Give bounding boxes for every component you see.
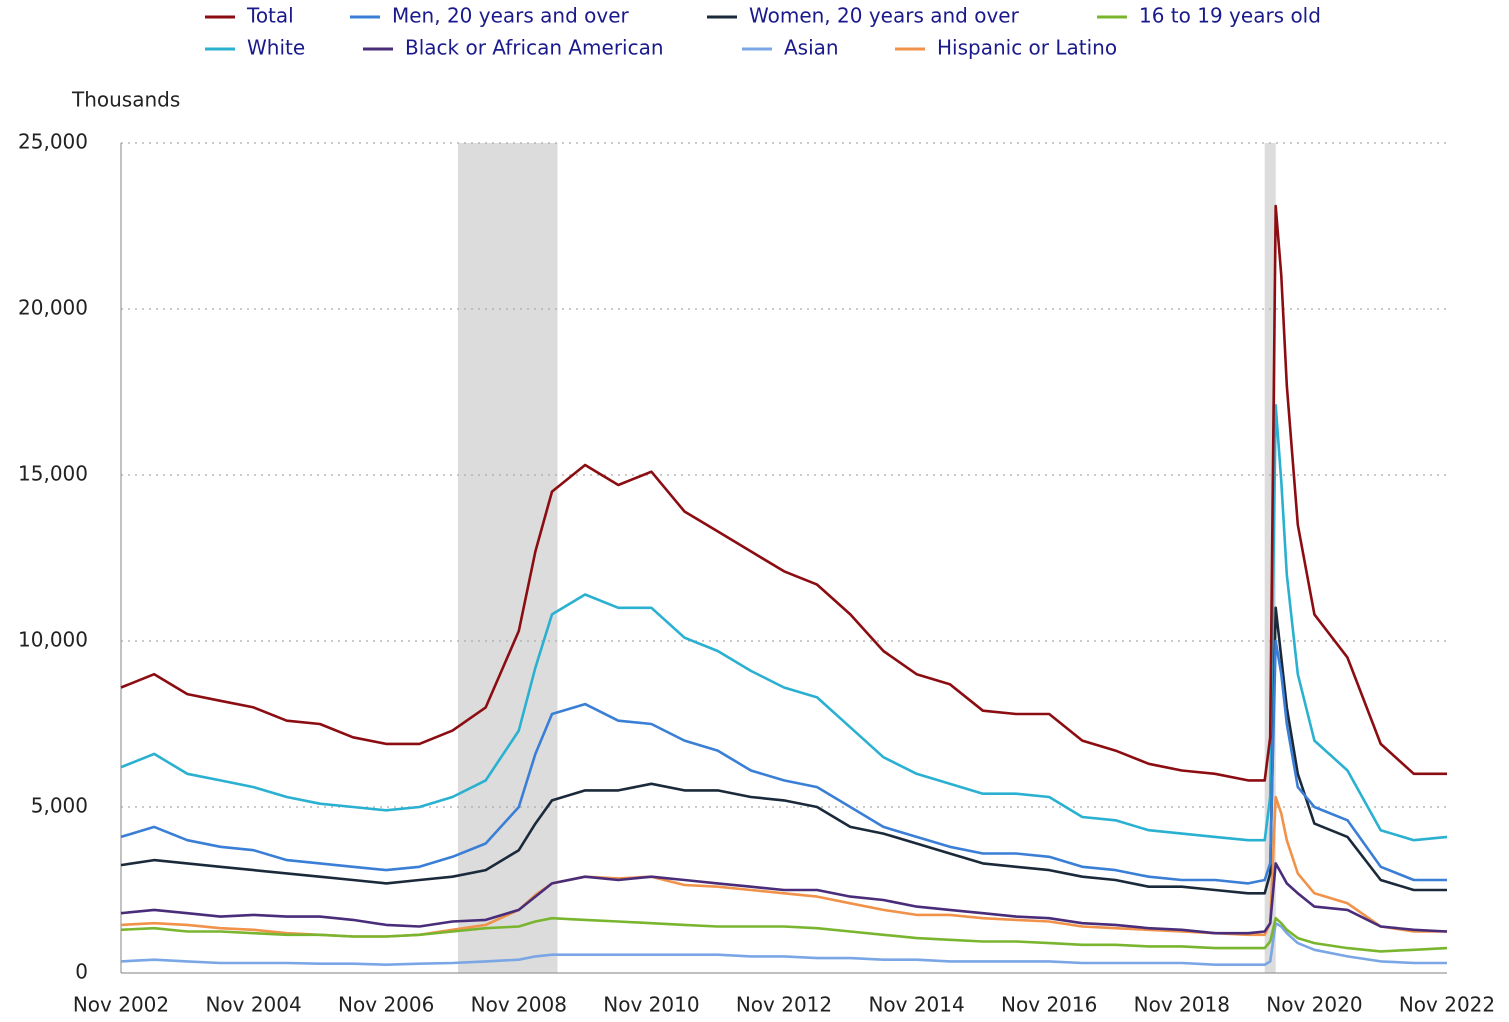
y-tick-label: 5,000 [31,794,88,818]
x-tick-label: Nov 2008 [471,993,567,1017]
series-line [120,404,1448,842]
x-tick-label: Nov 2002 [73,993,169,1017]
legend-label: Men, 20 years and over [392,4,630,28]
y-axis-label: Thousands [71,88,180,112]
legend-label: White [247,36,305,60]
y-tick-label: 10,000 [18,628,88,652]
y-tick-label: 15,000 [18,462,88,486]
y-tick-label: 20,000 [18,296,88,320]
x-tick-label: Nov 2006 [338,993,434,1017]
y-tick-label: 0 [75,960,88,984]
y-tick-label: 25,000 [18,130,88,154]
x-tick-label: Nov 2010 [603,993,699,1017]
recession-shade [1264,143,1276,973]
series-line [120,204,1447,782]
recession-shade [458,143,558,973]
x-tick-label: Nov 2018 [1134,993,1230,1017]
x-tick-label: Nov 2022 [1399,993,1495,1017]
series-line [120,639,1447,885]
x-tick-label: Nov 2020 [1266,993,1362,1017]
series-line [120,606,1447,895]
legend-label: Asian [784,36,839,60]
x-tick-label: Nov 2014 [868,993,964,1017]
legend-label: 16 to 19 years old [1139,4,1321,28]
series-line [120,921,1447,966]
legend-label: Total [246,4,294,28]
x-tick-label: Nov 2016 [1001,993,1097,1017]
series-line [120,916,1448,953]
x-tick-label: Nov 2004 [205,993,301,1017]
legend-label: Black or African American [405,36,664,60]
series-line [120,862,1448,935]
x-tick-label: Nov 2012 [736,993,832,1017]
legend-label: Women, 20 years and over [749,4,1020,28]
legend-label: Hispanic or Latino [937,36,1117,60]
